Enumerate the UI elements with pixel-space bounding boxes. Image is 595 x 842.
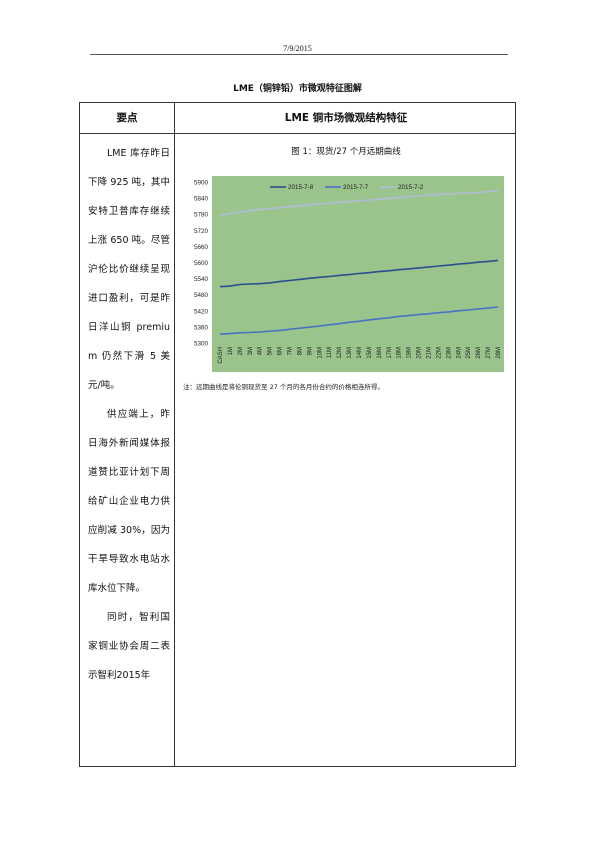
y-tick-label: 5360 (194, 324, 209, 331)
y-tick-label: 5900 (194, 180, 209, 187)
key-point-paragraph: 同时，智利国家铜业协会周二表示智利2015年 (88, 612, 170, 681)
column-divider (174, 103, 175, 766)
y-tick-label: 5600 (194, 260, 209, 267)
header-row-divider (80, 133, 515, 134)
series-line (219, 259, 499, 288)
series-line (219, 306, 499, 335)
y-tick-label: 5660 (194, 244, 209, 251)
x-tick-label: 2M (238, 347, 244, 355)
header-divider (90, 54, 508, 55)
y-tick-label: 5780 (194, 212, 209, 219)
x-tick-label: 25M (466, 347, 472, 359)
x-tick-label: 6M (278, 347, 284, 355)
x-tick-label: 11M (327, 347, 333, 358)
x-tick-label: 13M (347, 347, 353, 359)
legend-label: 2015-7-2 (398, 184, 424, 191)
x-tick-label: 16M (377, 347, 383, 359)
key-points-text: LME 库存昨日下降 925 吨，其中安特卫普库存继续上涨 650 吨。尽管沪伦… (88, 139, 170, 690)
x-tick-label: 7M (288, 347, 294, 355)
x-tick-label: 3M (248, 347, 254, 355)
legend-label: 2015-7-7 (343, 184, 369, 191)
x-tick-label: 24M (456, 347, 462, 359)
y-tick-label: 5840 (194, 196, 209, 203)
x-tick-label: 14M (357, 347, 363, 359)
key-point-paragraph: 供应端上，昨日海外新闻媒体报道赞比亚计划下周给矿山企业电力供应削减 30%，因为… (88, 409, 170, 594)
legend-label: 2015-7-8 (288, 184, 314, 191)
x-tick-label: 21M (427, 347, 433, 359)
x-tick-label: 23M (446, 347, 452, 359)
figure-note: 注：远期曲线是将伦铜现货至 27 个月的各月份合约的价格相连所得。 (183, 383, 384, 391)
x-tick-label: 4M (258, 347, 264, 355)
x-tick-label: 22M (436, 347, 442, 359)
y-tick-label: 5420 (194, 308, 209, 315)
forward-curve-chart: 5900 5840 5780 5720 5660 5600 5540 5480 5420 5360… (178, 172, 508, 377)
y-tick-label: 5720 (194, 228, 209, 235)
document-title: LME（铜锌铅）市微观特征图解 (233, 84, 362, 94)
key-points-header: 要点 (116, 112, 138, 124)
content-table: 要点 LME 铜市场微观结构特征 LME 库存昨日下降 925 吨，其中安特卫普… (79, 102, 516, 767)
x-tick-label: 18M (397, 347, 403, 359)
header-date: 7/9/2015 (283, 44, 312, 53)
x-tick-label: 10M (317, 347, 323, 359)
x-tick-label: 26M (476, 347, 482, 359)
key-point-paragraph: LME 库存昨日下降 925 吨，其中安特卫普库存继续上涨 650 吨。尽管沪伦… (88, 148, 170, 391)
y-tick-label: 5540 (194, 276, 209, 283)
x-tick-label: 19M (407, 347, 413, 359)
x-tick-label: 9M (307, 347, 313, 355)
x-tick-label: CASH (218, 347, 224, 364)
microstructure-header: LME 铜市场微观结构特征 (284, 112, 408, 124)
series-line (219, 190, 499, 217)
figure-caption: 图 1：现货/27 个月远期曲线 (291, 147, 401, 157)
x-tick-label: 17M (387, 347, 393, 359)
x-tick-label: 5M (268, 347, 274, 355)
y-tick-label: 5480 (194, 292, 209, 299)
x-tick-label: 1M (228, 347, 234, 355)
y-tick-label: 5300 (194, 341, 209, 348)
x-tick-label: 27M (486, 347, 492, 359)
x-tick-label: 20M (417, 347, 423, 359)
x-tick-label: 8M (297, 347, 303, 355)
x-tick-label: 15M (367, 347, 373, 359)
x-tick-label: 28M (496, 347, 502, 359)
x-tick-label: 12M (337, 347, 343, 359)
